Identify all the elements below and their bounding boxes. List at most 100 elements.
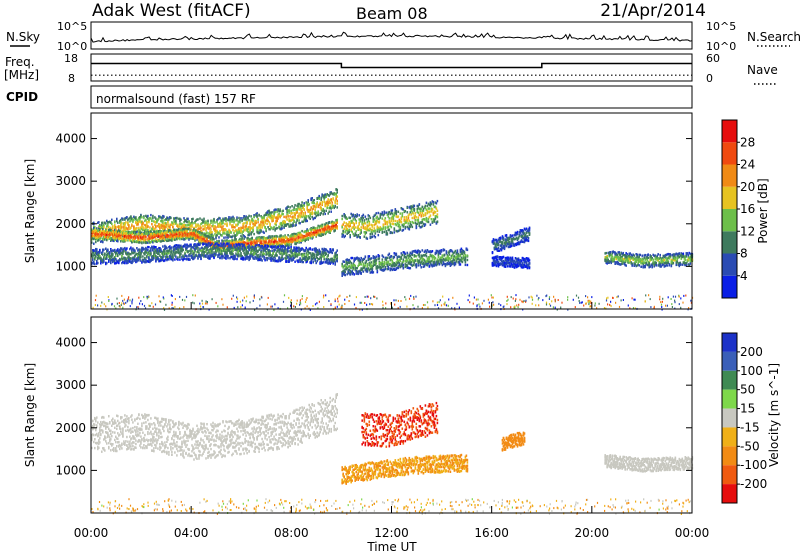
power-cell	[293, 234, 295, 237]
power-cell	[209, 233, 211, 236]
power-cell	[169, 256, 171, 259]
power-cell	[175, 220, 177, 223]
power-cell	[259, 239, 261, 243]
power-cell	[92, 232, 94, 235]
power-cell	[275, 240, 277, 243]
power-cell	[146, 248, 148, 251]
power-cell	[159, 223, 161, 227]
power-cell	[195, 231, 197, 234]
power-cell	[135, 230, 137, 234]
power-cell	[142, 237, 144, 240]
power-cell	[241, 248, 243, 251]
power-cell	[182, 232, 184, 236]
power-cell	[324, 202, 326, 206]
power-cell	[341, 232, 343, 236]
power-cell	[335, 223, 337, 227]
power-cell	[428, 207, 431, 210]
power-cell	[211, 238, 213, 241]
power-cell	[327, 257, 329, 261]
power-cell	[254, 219, 256, 223]
power-cell	[285, 240, 287, 243]
power-cell	[195, 223, 197, 226]
power-cell	[250, 215, 252, 218]
power-cell	[101, 223, 103, 226]
power-cell	[322, 209, 324, 213]
power-cell	[425, 216, 428, 220]
power-cell	[161, 226, 163, 229]
power-cell	[99, 235, 101, 238]
power-cell	[354, 234, 356, 237]
power-cell	[374, 222, 377, 226]
power-cell	[243, 222, 245, 225]
power-cell	[188, 227, 190, 231]
power-cell	[115, 262, 117, 265]
power-cell	[332, 262, 334, 265]
power-cell	[246, 246, 248, 249]
power-cell	[208, 224, 210, 227]
power-cell	[109, 237, 111, 240]
power-cell	[310, 254, 312, 257]
power-cell	[305, 259, 307, 262]
power-cell	[179, 234, 181, 237]
power-cell	[119, 251, 121, 254]
power-cell	[99, 228, 101, 231]
power-cell	[140, 253, 142, 256]
power-cell	[325, 257, 327, 261]
freq-tick-bottom: 8	[68, 72, 75, 85]
power-cell	[162, 245, 164, 248]
power-cell	[190, 251, 192, 254]
power-cell	[159, 230, 161, 234]
power-cell	[233, 217, 235, 220]
power-cell	[173, 217, 175, 220]
power-cell	[169, 237, 171, 240]
power-cell	[315, 261, 317, 265]
power-cell	[357, 228, 359, 231]
power-cell	[212, 255, 214, 258]
power-cell	[141, 241, 143, 245]
power-cell	[217, 248, 219, 251]
power-cell	[325, 225, 327, 228]
power-cell	[121, 255, 123, 258]
power-cell	[143, 227, 145, 230]
power-cell	[197, 230, 199, 234]
power-cell	[188, 244, 190, 248]
power-cell	[238, 249, 240, 253]
power-cell	[110, 226, 112, 230]
power-cell	[376, 230, 379, 233]
power-cell	[153, 253, 155, 256]
power-cell	[333, 256, 335, 260]
power-cell	[242, 258, 244, 261]
power-cell	[96, 252, 98, 255]
power-cell	[321, 247, 323, 251]
power-cell	[163, 223, 165, 226]
power-cell	[136, 257, 138, 260]
power-cell	[223, 228, 225, 231]
power-cell	[327, 250, 329, 253]
power-cell	[289, 239, 291, 242]
power-cell	[112, 230, 114, 234]
power-cell	[182, 237, 184, 240]
power-cell	[283, 252, 285, 255]
power-cell	[352, 213, 354, 216]
power-cell	[252, 222, 254, 225]
power-cell	[206, 227, 208, 230]
power-cell	[174, 220, 176, 223]
power-cell	[144, 219, 146, 223]
power-cell	[259, 258, 261, 262]
power-cell	[145, 226, 147, 229]
power-cell	[282, 212, 284, 216]
power-cell	[336, 199, 338, 203]
power-cell	[199, 243, 201, 246]
power-cell	[314, 258, 316, 261]
power-cell	[310, 227, 312, 230]
power-cell	[364, 215, 367, 218]
power-cell	[386, 220, 389, 224]
power-cell	[106, 236, 108, 239]
power-cell	[415, 222, 418, 226]
power-cell	[264, 249, 266, 252]
power-cell	[321, 209, 323, 213]
power-cell	[416, 219, 419, 222]
power-cell	[294, 234, 296, 238]
power-cell	[125, 257, 127, 260]
power-cell	[242, 225, 244, 228]
